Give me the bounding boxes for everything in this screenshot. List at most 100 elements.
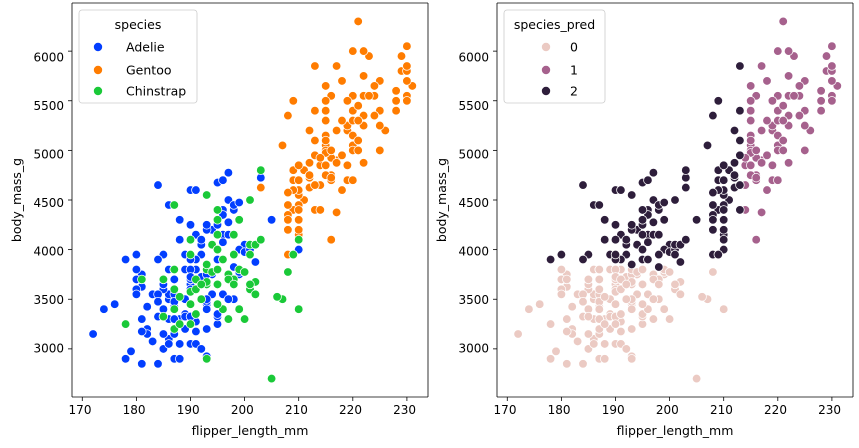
right-point-0 [600,339,610,349]
right-point-0 [627,304,637,314]
left-point-gentoo [321,135,331,146]
left-point-adelie [142,302,152,312]
right-x-tick-label: 200 [656,403,679,417]
left-point-gentoo [331,125,342,136]
right-point-0 [648,294,659,304]
left-x-tick-label: 190 [177,403,200,417]
left-point-gentoo [353,16,363,27]
right-point-2 [681,165,691,175]
left-point-adelie [218,237,228,247]
left-y-tick-label: 6000 [33,51,64,65]
right-point-2 [610,249,621,260]
right-legend-label-1: 1 [570,63,578,78]
right-point-2 [627,190,637,200]
left-point-chinstrap [191,309,201,319]
left-point-gentoo [294,215,304,225]
right-point-0 [562,314,572,324]
right-x-tick-labels: 170 180 190 200 210 220 230 [494,403,842,417]
right-point-2 [637,230,648,240]
right-x-tick-label: 230 [818,403,841,417]
left-point-chinstrap [256,165,266,175]
right-point-2 [735,205,745,215]
left-point-gentoo [391,86,401,96]
right-point-2 [719,160,729,170]
right-point-0 [621,344,631,354]
right-point-1 [751,173,761,183]
left-point-gentoo [321,106,331,116]
left-point-gentoo [391,96,401,106]
left-point-adelie [196,344,206,354]
right-point-0 [556,264,567,275]
right-point-1 [767,96,778,106]
right-point-0 [600,354,610,364]
left-point-gentoo [304,158,315,168]
right-point-1 [746,106,756,116]
left-point-gentoo [310,106,320,116]
right-point-2 [545,254,556,265]
left-y-tick-label: 5500 [33,99,64,113]
left-point-chinstrap [212,205,223,215]
right-point-0 [719,304,729,314]
left-point-adelie [153,297,163,307]
right-point-2 [637,205,648,215]
left-point-gentoo [375,120,385,131]
left-point-gentoo [375,145,385,156]
left-point-adelie [137,314,147,324]
left-point-chinstrap [212,264,223,275]
right-point-0 [572,336,583,347]
left-legend-marker-adelie [93,42,103,52]
left-point-chinstrap [294,304,304,314]
left-point-gentoo [342,160,353,170]
right-scatter-panel: 170 180 190 200 210 220 230 3000 3500 40… [434,2,854,438]
right-point-2 [637,215,648,225]
left-point-gentoo [283,215,293,225]
right-point-2 [600,235,610,245]
right-point-2 [729,158,740,168]
left-point-adelie [131,289,142,299]
left-point-adelie [185,220,196,230]
left-point-adelie [175,339,185,349]
right-point-0 [578,359,588,369]
right-legend-marker-2 [541,86,551,96]
right-point-1 [746,96,756,106]
right-point-2 [713,249,723,260]
right-point-0 [610,299,621,309]
right-point-2 [719,205,729,215]
right-point-1 [821,51,832,61]
right-point-2 [594,200,604,210]
left-point-chinstrap [202,259,212,270]
right-x-axis-label: flipper_length_mm [617,423,734,438]
right-point-1 [816,106,826,116]
left-legend-marker-gentoo [93,65,103,75]
right-point-2 [719,235,729,245]
left-y-tick-label: 3500 [33,293,64,307]
left-point-adelie [196,235,206,245]
right-point-0 [637,279,648,290]
left-point-adelie [266,215,277,225]
left-point-adelie [223,217,234,227]
right-point-1 [783,71,794,81]
left-point-gentoo [353,135,363,146]
right-point-0 [562,326,572,337]
left-point-adelie [131,264,142,275]
left-point-adelie [202,324,212,334]
right-point-1 [767,160,778,170]
left-point-gentoo [321,96,331,106]
left-point-chinstrap [239,267,250,277]
left-point-chinstrap [185,299,196,309]
left-point-chinstrap [234,304,244,314]
left-point-gentoo [337,76,347,86]
right-point-0 [583,274,594,285]
left-point-adelie [153,359,163,369]
right-point-0 [594,274,604,285]
right-point-0 [594,304,604,314]
right-point-0 [551,346,561,356]
left-point-adelie [147,336,158,347]
right-point-0 [621,279,631,290]
right-point-2 [713,96,723,106]
right-point-1 [778,101,788,111]
right-point-1 [800,145,810,156]
right-x-tick-label: 180 [548,403,571,417]
right-y-axis-label: body_mass_g [434,158,449,242]
